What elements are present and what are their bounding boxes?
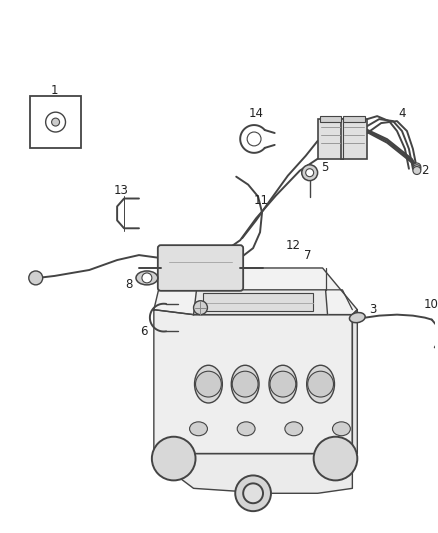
Circle shape bbox=[232, 371, 258, 397]
Text: 3: 3 bbox=[370, 303, 377, 316]
Ellipse shape bbox=[307, 365, 335, 403]
Text: 1: 1 bbox=[51, 84, 58, 97]
Circle shape bbox=[413, 163, 421, 171]
Text: 4: 4 bbox=[398, 107, 406, 119]
Circle shape bbox=[307, 371, 333, 397]
Circle shape bbox=[235, 475, 271, 511]
Ellipse shape bbox=[190, 422, 208, 436]
Circle shape bbox=[314, 437, 357, 480]
Circle shape bbox=[413, 165, 421, 173]
Circle shape bbox=[142, 273, 152, 283]
Text: 2: 2 bbox=[421, 164, 428, 177]
Circle shape bbox=[306, 169, 314, 176]
Ellipse shape bbox=[136, 271, 158, 285]
Ellipse shape bbox=[285, 422, 303, 436]
Circle shape bbox=[243, 483, 263, 503]
Ellipse shape bbox=[237, 422, 255, 436]
Ellipse shape bbox=[194, 365, 223, 403]
Text: 13: 13 bbox=[113, 184, 128, 197]
Ellipse shape bbox=[350, 312, 365, 322]
Circle shape bbox=[247, 132, 261, 146]
Circle shape bbox=[194, 301, 208, 314]
Bar bbox=[342, 119, 367, 159]
Circle shape bbox=[52, 118, 60, 126]
Polygon shape bbox=[352, 310, 357, 454]
Bar bbox=[204, 293, 313, 311]
Ellipse shape bbox=[269, 365, 297, 403]
Bar bbox=[318, 119, 343, 159]
Polygon shape bbox=[194, 290, 328, 314]
Polygon shape bbox=[154, 310, 352, 458]
Circle shape bbox=[46, 112, 66, 132]
Text: 10: 10 bbox=[424, 298, 438, 311]
Bar bbox=[30, 96, 81, 148]
Text: 11: 11 bbox=[254, 194, 268, 207]
Polygon shape bbox=[154, 454, 352, 494]
FancyBboxPatch shape bbox=[158, 245, 243, 291]
Polygon shape bbox=[154, 268, 357, 314]
Circle shape bbox=[413, 166, 421, 174]
Text: 14: 14 bbox=[249, 107, 264, 119]
Circle shape bbox=[152, 437, 195, 480]
Circle shape bbox=[29, 271, 42, 285]
Circle shape bbox=[195, 371, 221, 397]
Ellipse shape bbox=[332, 422, 350, 436]
Text: 8: 8 bbox=[125, 278, 133, 292]
Text: 7: 7 bbox=[304, 248, 311, 262]
Ellipse shape bbox=[231, 365, 259, 403]
Circle shape bbox=[270, 371, 296, 397]
Text: 5: 5 bbox=[321, 161, 328, 174]
Bar bbox=[343, 116, 365, 122]
Text: 12: 12 bbox=[285, 239, 300, 252]
Bar bbox=[320, 116, 342, 122]
Circle shape bbox=[302, 165, 318, 181]
Text: 6: 6 bbox=[140, 325, 148, 338]
